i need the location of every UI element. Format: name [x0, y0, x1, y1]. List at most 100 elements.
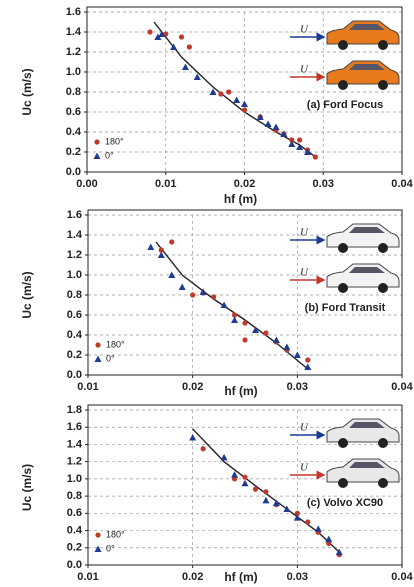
- x-tick-label: 0.04: [391, 571, 413, 583]
- y-tick-label: 0.0: [67, 369, 82, 381]
- point: [242, 320, 247, 325]
- car-icon: [327, 264, 399, 293]
- annotation: (c) Volvo XC90: [307, 497, 383, 509]
- y-tick-label: 0.4: [67, 329, 83, 341]
- flow-label: U: [300, 462, 309, 474]
- y-tick-label: 1.6: [66, 6, 81, 18]
- x-tick-label: 0.02: [182, 381, 203, 393]
- y-tick-label: 0.6: [67, 507, 82, 519]
- point: [147, 244, 154, 251]
- legend-marker: [95, 546, 102, 553]
- y-axis-label: Uc (m/s): [20, 68, 34, 115]
- y-tick-label: 0.4: [67, 524, 83, 536]
- point: [273, 124, 280, 131]
- car-wheel: [338, 40, 348, 50]
- point: [305, 519, 310, 524]
- point: [147, 29, 152, 34]
- car-wheel: [378, 243, 388, 253]
- point: [182, 64, 189, 71]
- x-axis-label: hf (m): [224, 384, 257, 398]
- legend-marker: [95, 356, 102, 363]
- x-tick-label: 0.04: [391, 178, 413, 190]
- x-tick-label: 0.01: [155, 178, 176, 190]
- legend-marker: [95, 532, 100, 537]
- flow-label: U: [300, 24, 309, 36]
- y-tick-label: 0.6: [67, 309, 82, 321]
- x-tick-label: 0.03: [287, 381, 308, 393]
- y-tick-label: 0.8: [66, 86, 81, 98]
- y-tick-label: 1.0: [67, 473, 82, 485]
- x-tick-label: 0.02: [182, 571, 203, 583]
- legend-marker: [94, 139, 99, 144]
- annotation: (a) Ford Focus: [307, 99, 383, 111]
- point: [187, 44, 192, 49]
- car-wheel: [378, 80, 388, 90]
- point: [313, 154, 318, 159]
- point: [273, 337, 280, 344]
- point: [242, 337, 247, 342]
- point: [263, 330, 268, 335]
- legend-marker: [94, 153, 101, 160]
- y-tick-label: 1.0: [66, 66, 81, 78]
- y-tick-label: 0.2: [67, 349, 82, 361]
- x-tick-label: 0.03: [313, 178, 334, 190]
- car-icon: [327, 224, 399, 253]
- y-tick-label: 0.0: [66, 166, 81, 178]
- trend-line: [154, 22, 315, 157]
- flow-label: U: [300, 64, 309, 76]
- y-tick-label: 0.6: [66, 106, 81, 118]
- y-tick-label: 0.2: [66, 146, 81, 158]
- car-wheel: [378, 40, 388, 50]
- point: [283, 344, 290, 351]
- legend-marker: [95, 342, 100, 347]
- figure: 0.0 0.2 0.4 0.6 0.8 1.0 1.2 1.4 1.6 0.00 0.01 0.02 0…: [0, 0, 414, 587]
- y-tick-label: 0.2: [67, 542, 82, 554]
- point: [262, 497, 269, 504]
- legend-label: 180°: [106, 529, 125, 539]
- x-tick-label: 0.03: [287, 571, 308, 583]
- legend-label: 180°: [105, 136, 124, 146]
- y-axis-label: Uc (m/s): [20, 271, 34, 318]
- flow-label: U: [300, 422, 309, 434]
- point: [221, 454, 228, 461]
- point: [231, 317, 238, 324]
- car-wheel: [378, 438, 388, 448]
- point: [242, 480, 249, 487]
- y-tick-label: 1.8: [67, 404, 82, 416]
- y-tick-label: 1.6: [67, 209, 82, 221]
- x-tick-label: 0.02: [234, 178, 255, 190]
- y-tick-label: 1.2: [67, 456, 82, 468]
- x-tick-label: 0.04: [391, 381, 413, 393]
- car-wheel: [338, 283, 348, 293]
- point: [233, 97, 240, 104]
- point: [179, 34, 184, 39]
- y-tick-label: 0.8: [67, 490, 82, 502]
- x-tick-label: 0.01: [77, 381, 98, 393]
- point: [169, 239, 174, 244]
- point: [242, 475, 247, 480]
- y-tick-label: 1.2: [67, 249, 82, 261]
- annotation: (b) Ford Transit: [305, 302, 386, 314]
- x-axis-label: hf (m): [224, 570, 257, 584]
- point: [263, 489, 268, 494]
- car-wheel: [378, 478, 388, 488]
- legend-label: 0°: [106, 543, 115, 553]
- point: [297, 137, 302, 142]
- point: [226, 89, 231, 94]
- legend-label: 0°: [106, 353, 115, 363]
- flow-label: U: [300, 267, 309, 279]
- legend-label: 180°: [106, 339, 125, 349]
- car-icon: [327, 459, 399, 488]
- y-tick-label: 0.8: [67, 289, 82, 301]
- point: [189, 434, 196, 441]
- car-wheel: [338, 478, 348, 488]
- x-tick-label: 0.00: [76, 178, 97, 190]
- y-tick-label: 1.4: [67, 438, 83, 450]
- x-tick-label: 0.01: [77, 571, 98, 583]
- y-tick-label: 1.0: [67, 269, 82, 281]
- y-tick-label: 1.2: [66, 46, 81, 58]
- point: [315, 525, 322, 532]
- point: [218, 91, 223, 96]
- car-icon: [327, 61, 399, 90]
- y-axis-label: Uc (m/s): [20, 464, 34, 511]
